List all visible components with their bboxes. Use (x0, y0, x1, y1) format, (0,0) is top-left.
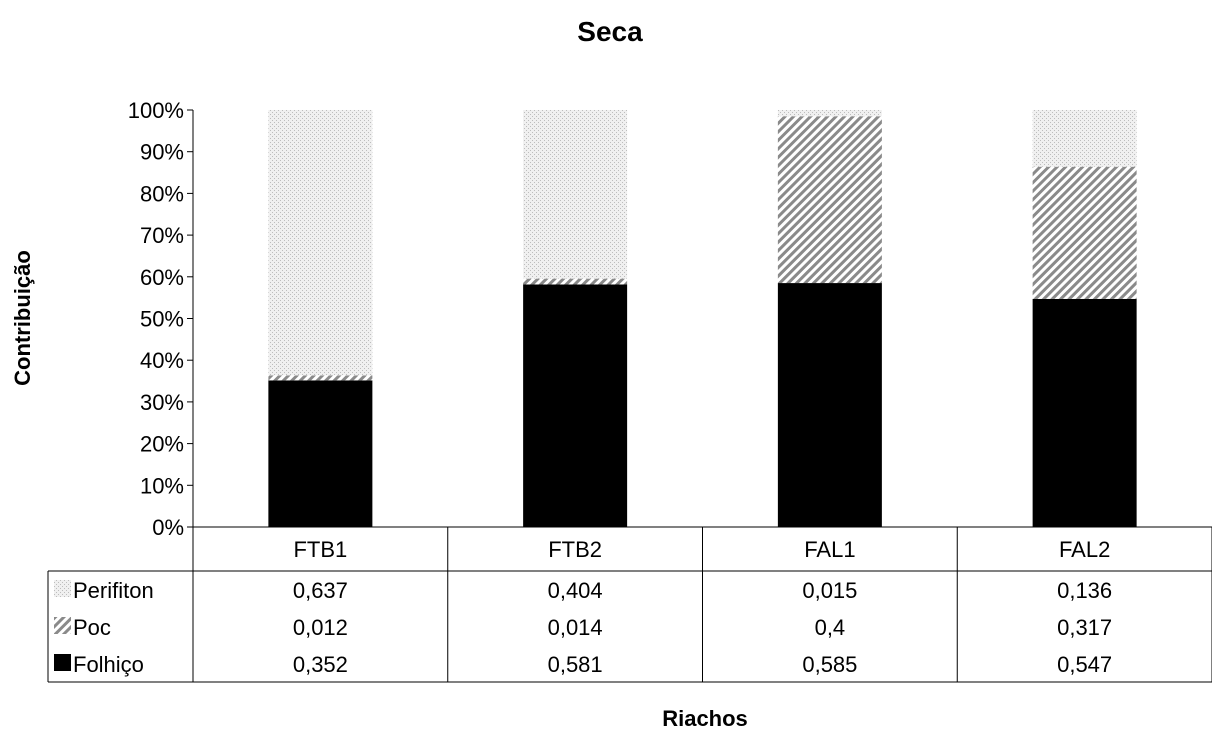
bar-folhiço-fal2 (1032, 298, 1137, 527)
data-label: 0,4 (815, 615, 846, 640)
y-tick-label: 70% (140, 223, 184, 248)
y-tick-label: 40% (140, 348, 184, 373)
bar-perifiton-ftb1 (268, 110, 373, 376)
legend-label: Perifiton (73, 578, 154, 603)
data-label: 0,585 (802, 652, 857, 677)
y-tick-label: 20% (140, 432, 184, 457)
x-tick-label: FTB1 (293, 537, 347, 562)
legend-label: Folhiço (73, 652, 144, 677)
bar-folhiço-fal1 (777, 283, 882, 527)
data-label: 0,015 (802, 578, 857, 603)
data-label: 0,014 (548, 615, 603, 640)
bar-perifiton-fal2 (1032, 110, 1137, 167)
bar-poc-fal1 (777, 116, 882, 284)
legend-key-folhiço (54, 654, 71, 671)
legend-label: Poc (73, 615, 111, 640)
x-tick-label: FAL1 (804, 537, 855, 562)
x-tick-label: FTB2 (548, 537, 602, 562)
legend-key-poc (54, 617, 71, 634)
data-label: 0,352 (293, 652, 348, 677)
bar-poc-ftb1 (268, 375, 373, 381)
y-tick-label: 60% (140, 265, 184, 290)
legend-key-perifiton (54, 580, 71, 597)
data-table: FTB1 FTB2 FAL1 FAL2 Perifiton 0,637 0,404 0,015… (47, 526, 1212, 683)
y-tick-label: 0% (152, 515, 184, 540)
y-tick-label: 50% (140, 307, 184, 332)
bar-folhiço-ftb2 (523, 284, 628, 527)
y-axis: 0% 10% 20% 30% 40% 50% 60% 70% 80% 90% 100% (128, 98, 194, 540)
bar-poc-fal2 (1032, 166, 1137, 299)
y-tick-label: 30% (140, 390, 184, 415)
y-tick-label: 80% (140, 181, 184, 206)
chart-title: Seca (577, 16, 643, 47)
y-axis-title: Contribuição (10, 250, 35, 386)
data-label: 0,404 (548, 578, 603, 603)
bar-perifiton-fal1 (777, 110, 882, 117)
bar-perifiton-ftb2 (523, 110, 628, 279)
data-label: 0,637 (293, 578, 348, 603)
data-label: 0,317 (1057, 615, 1112, 640)
y-tick-label: 10% (140, 473, 184, 498)
x-tick-label: FAL2 (1059, 537, 1110, 562)
data-label: 0,581 (548, 652, 603, 677)
data-label: 0,012 (293, 615, 348, 640)
bars-group (268, 110, 1137, 527)
data-label: 0,136 (1057, 578, 1112, 603)
y-tick-label: 100% (128, 98, 184, 123)
bar-folhiço-ftb1 (268, 380, 373, 527)
data-label: 0,547 (1057, 652, 1112, 677)
y-tick-label: 90% (140, 140, 184, 165)
bar-poc-ftb2 (523, 278, 628, 285)
x-axis-title: Riachos (662, 706, 748, 731)
